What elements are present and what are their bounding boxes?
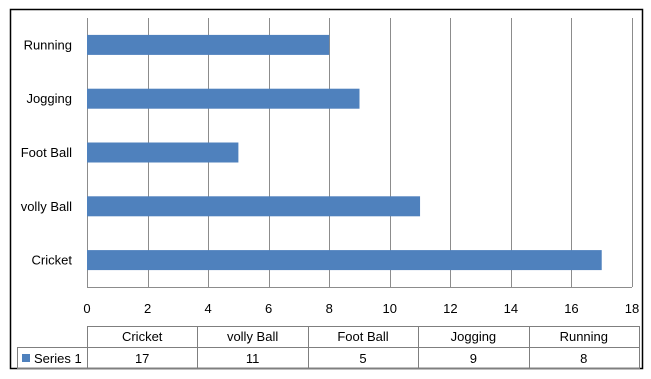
x-axis-tick-labels: 0 2 4 6 8 10 12 14 16 18 <box>83 301 639 316</box>
table-value-1: 11 <box>246 351 260 366</box>
table-value-3: 9 <box>470 351 477 366</box>
x-tick-label-6: 12 <box>443 301 457 316</box>
table-header-3: Jogging <box>451 329 497 344</box>
bars <box>87 34 602 271</box>
x-tick-label-2: 4 <box>204 301 211 316</box>
table-header-4: Running <box>560 329 608 344</box>
table-header-0: Cricket <box>122 329 163 344</box>
category-label-0: Cricket <box>32 253 73 268</box>
data-table: Cricket 17 volly Ball 11 Foot Ball 5 Jogging 9 R… <box>17 326 640 369</box>
bar-volly-ball <box>87 196 421 217</box>
x-tick-label-5: 10 <box>383 301 397 316</box>
chart-border <box>9 8 644 370</box>
x-tick-label-8: 16 <box>564 301 578 316</box>
x-tick-label-7: 14 <box>504 301 518 316</box>
x-tick-label-3: 6 <box>265 301 272 316</box>
category-label-4: Running <box>24 37 72 52</box>
table-value-4: 8 <box>580 351 587 366</box>
category-label-2: Foot Ball <box>21 145 72 160</box>
x-tick-label-4: 8 <box>326 301 333 316</box>
table-header-2: Foot Ball <box>337 329 388 344</box>
bar-jogging <box>87 88 360 109</box>
series-name-label: Series 1 <box>34 351 82 366</box>
table-value-2: 5 <box>359 351 366 366</box>
x-tick-label-9: 18 <box>625 301 639 316</box>
category-label-1: volly Ball <box>21 199 72 214</box>
table-value-0: 17 <box>135 351 149 366</box>
legend-key <box>22 354 30 362</box>
table-header-1: volly Ball <box>227 329 278 344</box>
category-labels: Cricket volly Ball Foot Ball Jogging Running <box>21 37 73 267</box>
gridlines <box>87 18 633 288</box>
x-tick-label-1: 2 <box>144 301 151 316</box>
bar-running <box>87 34 330 55</box>
bar-cricket <box>87 250 602 271</box>
bar-foot-ball <box>87 142 239 163</box>
category-label-3: Jogging <box>26 91 72 106</box>
x-tick-label-0: 0 <box>83 301 90 316</box>
